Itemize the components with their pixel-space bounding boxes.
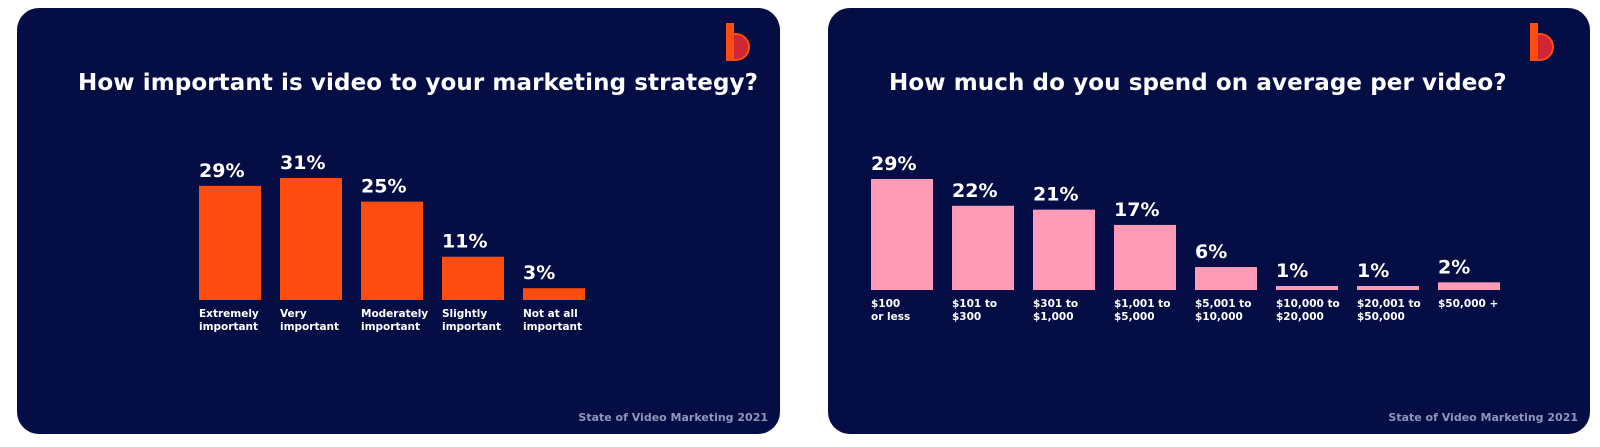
chart-title: How important is video to your marketing… [78,70,759,96]
bar-5 [1276,286,1338,290]
bar-value-label-5: 1% [1276,260,1308,282]
category-label-0: $100 or less [871,298,910,323]
bar-value-label-6: 1% [1357,260,1389,282]
bar-value-label-2: 25% [361,176,406,198]
category-label-5: $10,000 to $20,000 [1276,298,1340,323]
category-label-0: Extremely important [199,308,259,333]
brand-logo-icon [726,23,750,61]
footer-source: State of Video Marketing 2021 [1388,411,1578,424]
category-label-7: $50,000 + [1438,298,1498,310]
category-label-4: Not at all important [523,308,582,333]
bar-value-label-7: 2% [1438,256,1470,278]
bar-value-label-3: 17% [1114,199,1159,221]
footer-source: State of Video Marketing 2021 [578,411,768,424]
bar-3 [1114,224,1176,290]
category-label-1: Very important [280,308,339,333]
bar-2 [1033,209,1095,290]
bar-chart-spend: 29% $100 or less 22% $101 to $300 21% $301 to $1… [871,153,1500,323]
bar-7 [1438,282,1500,290]
category-label-1: $101 to $300 [952,298,997,323]
category-label-3: Slightly important [442,308,501,333]
bar-6 [1357,286,1419,290]
bar-value-label-1: 31% [280,152,325,174]
bar-value-label-4: 6% [1195,241,1227,263]
bar-value-label-0: 29% [199,160,244,182]
bar-value-label-3: 11% [442,231,487,253]
brand-logo-icon [1530,23,1554,61]
bar-4 [1195,267,1257,290]
bar-value-label-1: 22% [952,180,997,202]
bar-chart-importance: 29% Extremely important 31% Very important 25%… [199,152,585,333]
category-label-4: $5,001 to $10,000 [1195,298,1251,323]
bar-3 [442,256,504,300]
bar-value-label-2: 21% [1033,184,1078,206]
chart-title: How much do you spend on average per vid… [889,70,1507,96]
chart-card-spend-per-video: How much do you spend on average per vid… [828,8,1590,434]
bar-0 [871,179,933,290]
category-label-3: $1,001 to $5,000 [1114,298,1170,323]
chart-card-video-importance: How important is video to your marketing… [17,8,780,434]
category-label-2: Moderately important [361,308,428,333]
bar-0 [199,185,261,300]
category-label-2: $301 to $1,000 [1033,298,1078,323]
bar-4 [523,288,585,300]
bar-1 [952,205,1014,290]
bar-2 [361,201,423,300]
bar-value-label-0: 29% [871,153,916,175]
category-label-6: $20,001 to $50,000 [1357,298,1421,323]
bar-value-label-4: 3% [523,262,555,284]
bar-1 [280,178,342,300]
